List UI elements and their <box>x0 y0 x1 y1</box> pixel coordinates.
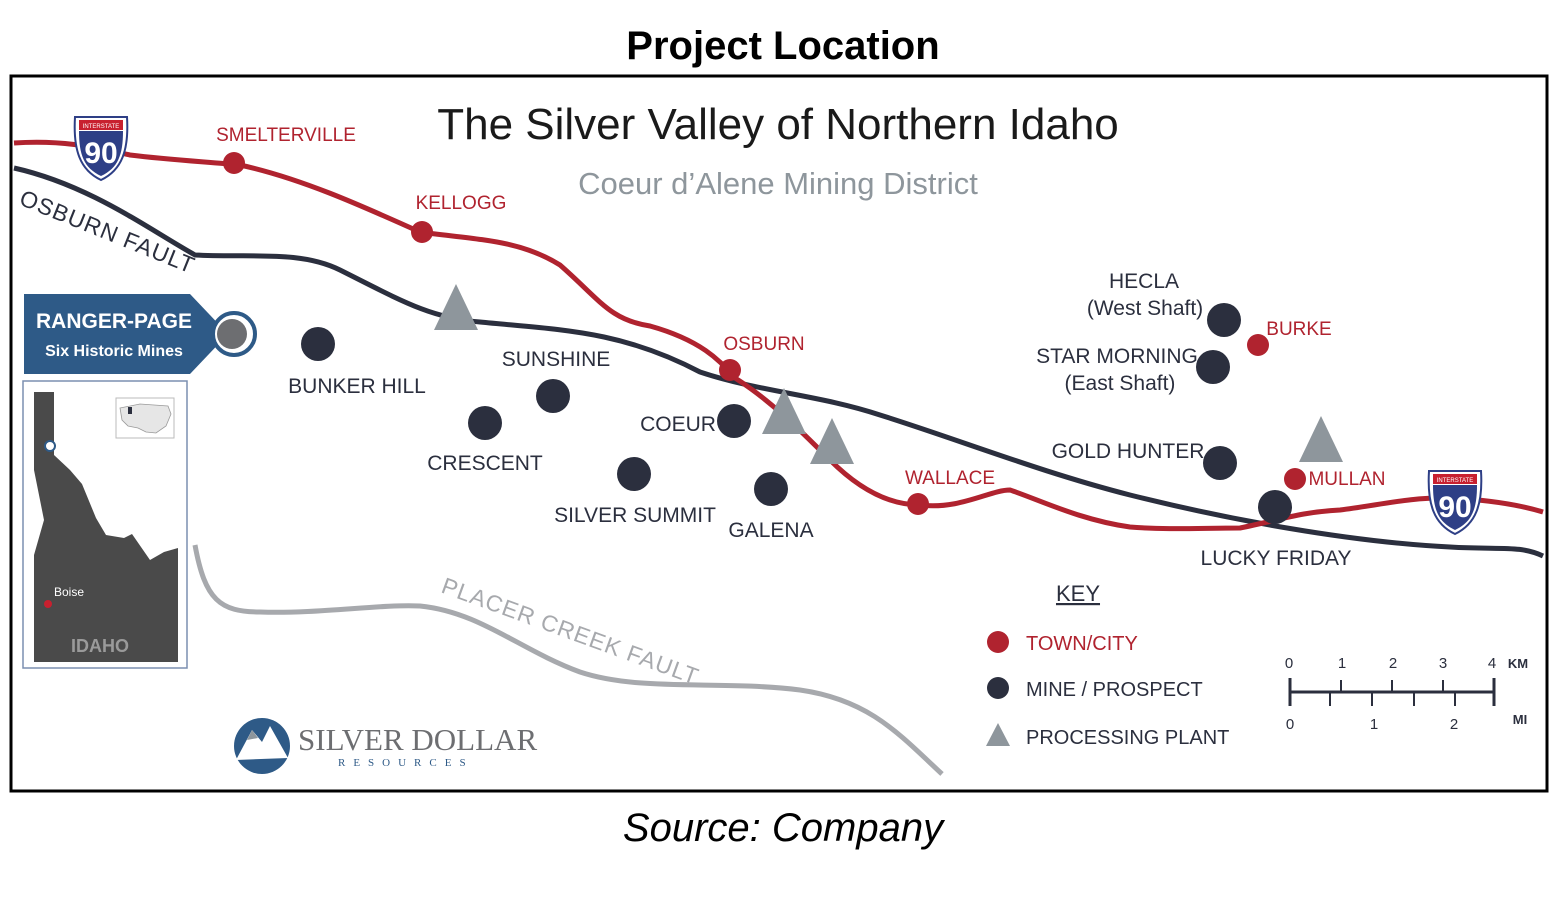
map-subtitle: Coeur d’Alene Mining District <box>578 166 978 201</box>
i90-east-number: 90 <box>1438 491 1471 524</box>
idaho-inset: Boise IDAHO <box>22 380 188 669</box>
town-marker-mullan <box>1284 468 1306 490</box>
key-mine-label: MINE / PROSPECT <box>1026 679 1203 701</box>
scale-mi-1: 1 <box>1370 716 1378 733</box>
scale-km-1: 1 <box>1338 655 1346 672</box>
figure-source: Source: Company <box>622 806 944 850</box>
logo-name: SILVER DOLLAR <box>298 722 537 757</box>
mine-marker-crescent <box>468 406 502 440</box>
placer-creek-fault-line <box>192 544 944 776</box>
plant-marker-wallace <box>810 418 854 464</box>
scale-km-2: 2 <box>1389 655 1397 672</box>
scale-km-unit: KM <box>1508 656 1528 671</box>
mine-label-crescent: CRESCENT <box>427 452 543 475</box>
i90-shield-west: INTERSTATE 90 <box>73 116 129 182</box>
mine-marker-gold-hunter <box>1203 446 1237 480</box>
map-title: The Silver Valley of Northern Idaho <box>437 100 1119 149</box>
mine-label-galena: GALENA <box>728 519 813 542</box>
inset-boise-label: Boise <box>54 585 84 599</box>
scale-mi-0: 0 <box>1286 716 1294 733</box>
silver-dollar-logo: SILVER DOLLAR RESOURCES <box>234 718 537 774</box>
scale-bar: 0 1 2 3 4 KM 0 1 2 MI <box>1285 655 1528 733</box>
key-plant-icon <box>986 723 1010 746</box>
scale-km-3: 3 <box>1439 655 1447 672</box>
town-label-osburn: OSBURN <box>723 334 804 355</box>
town-label-burke: BURKE <box>1266 319 1331 340</box>
figure-caption: Project Location <box>626 24 940 68</box>
mine-label-star-1: STAR MORNING <box>1036 345 1198 368</box>
mine-label-sunshine: SUNSHINE <box>502 348 611 371</box>
mine-marker-bunker-hill <box>301 327 335 361</box>
interstate-90-road <box>13 139 1544 532</box>
town-marker-burke <box>1247 334 1269 356</box>
mine-label-lucky-friday: LUCKY FRIDAY <box>1201 547 1352 570</box>
town-marker-kellogg <box>411 221 433 243</box>
inset-state-label: IDAHO <box>71 636 129 656</box>
project-subtitle: Six Historic Mines <box>45 343 183 360</box>
map-key: KEY TOWN/CITY MINE / PROSPECT PROCESSING… <box>986 581 1229 749</box>
plant-marker-kellogg <box>434 284 478 330</box>
mine-marker-lucky-friday <box>1258 490 1292 524</box>
project-name: RANGER-PAGE <box>36 310 192 333</box>
town-marker-wallace <box>907 493 929 515</box>
mine-marker-galena <box>754 472 788 506</box>
inset-project-location-icon <box>44 440 56 452</box>
i90-west-number: 90 <box>84 137 117 170</box>
town-label-mullan: MULLAN <box>1308 469 1385 490</box>
mine-marker-sunshine <box>536 379 570 413</box>
plant-marker-mullan <box>1299 416 1343 462</box>
town-label-smelterville: SMELTERVILLE <box>216 125 356 146</box>
mine-label-coeur: COEUR <box>640 413 716 436</box>
scale-km-4: 4 <box>1488 655 1496 672</box>
mine-label-hecla-2: (West Shaft) <box>1087 297 1203 320</box>
town-label-wallace: WALLACE <box>905 468 995 489</box>
scale-mi-unit: MI <box>1513 712 1527 727</box>
town-marker-osburn <box>719 359 741 381</box>
scale-mi-2: 2 <box>1450 716 1458 733</box>
town-marker-smelterville <box>223 152 245 174</box>
idaho-state-shape <box>34 392 178 662</box>
logo-mountain-icon <box>236 726 288 760</box>
mine-marker-hecla <box>1207 303 1241 337</box>
mine-marker-silver-summit <box>617 457 651 491</box>
logo-sub: RESOURCES <box>338 757 474 769</box>
i90-west-top: INTERSTATE <box>83 124 119 130</box>
mine-label-bunker-hill: BUNKER HILL <box>288 375 426 398</box>
project-target-inner-icon <box>217 319 247 349</box>
key-town-label: TOWN/CITY <box>1026 633 1138 655</box>
mine-label-hecla-1: HECLA <box>1109 270 1179 293</box>
scale-km-0: 0 <box>1285 655 1293 672</box>
mine-marker-coeur <box>717 404 751 438</box>
town-label-kellogg: KELLOGG <box>416 193 507 214</box>
key-town-icon <box>987 631 1009 653</box>
i90-shield-east: INTERSTATE 90 <box>1427 470 1483 536</box>
usa-outline-icon <box>119 403 172 434</box>
ranger-page-project-callout: RANGER-PAGE Six Historic Mines <box>24 294 257 374</box>
mine-label-silver-summit: SILVER SUMMIT <box>554 504 716 527</box>
mine-label-gold-hunter: GOLD HUNTER <box>1052 440 1205 463</box>
i90-east-top: INTERSTATE <box>1437 478 1473 484</box>
plant-marker-osburn <box>762 388 806 434</box>
osburn-fault-line <box>13 165 1545 559</box>
mine-label-star-2: (East Shaft) <box>1065 372 1176 395</box>
key-mine-icon <box>987 677 1009 699</box>
mine-marker-star-morning <box>1196 350 1230 384</box>
inset-boise-marker <box>44 600 52 608</box>
key-plant-label: PROCESSING PLANT <box>1026 727 1229 749</box>
key-title: KEY <box>1056 581 1100 606</box>
usa-idaho-highlight-icon <box>128 407 132 414</box>
